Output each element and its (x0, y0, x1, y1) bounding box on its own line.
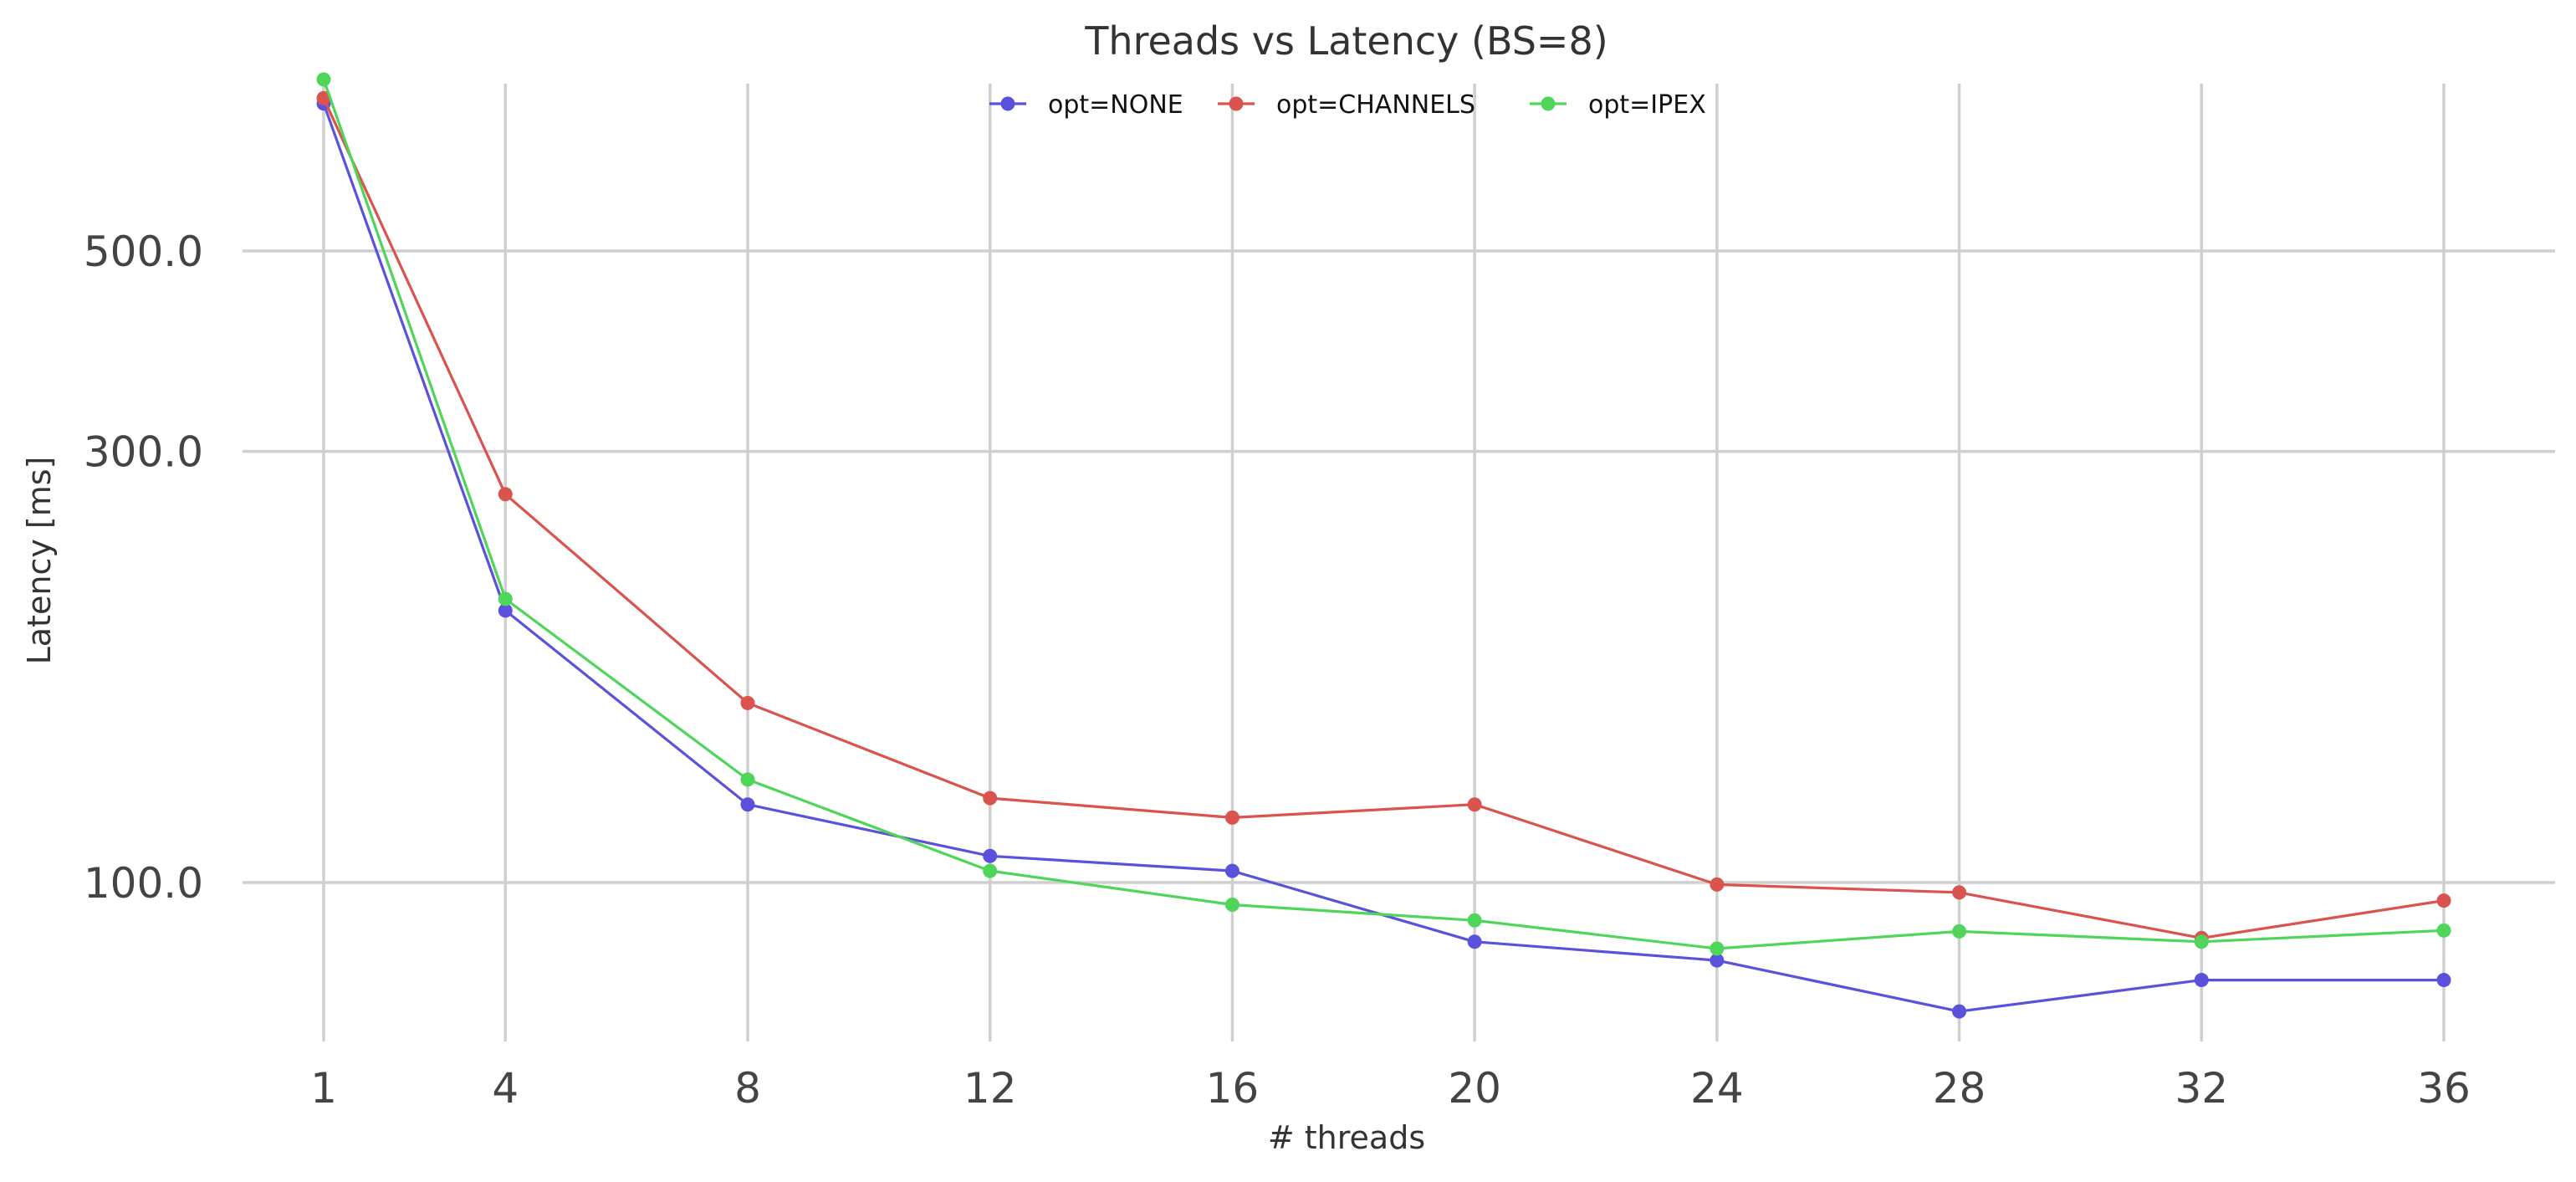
grid-layer (243, 84, 2555, 1041)
data-point (1224, 863, 1239, 878)
series-line (322, 97, 2445, 940)
x-tick-label: 4 (492, 1064, 519, 1113)
data-point (2194, 934, 2209, 949)
legend-label: opt=NONE (1048, 90, 1183, 120)
data-point (2436, 973, 2451, 988)
data-point (498, 591, 513, 606)
data-point (498, 487, 513, 502)
y-tick-label: 500.0 (84, 228, 203, 276)
x-tick-label: 28 (1933, 1064, 1986, 1113)
legend-marker (1541, 96, 1556, 111)
data-point (2436, 923, 2451, 938)
data-point (1952, 1004, 1967, 1019)
data-point (1952, 924, 1967, 939)
data-point (983, 848, 998, 863)
tick-layer: 1 4 8 12 16 20 24 28 32 36 500.0 300.0 100.0 (84, 228, 2471, 1113)
x-tick-label: 12 (963, 1064, 1017, 1113)
series-line (322, 79, 2445, 950)
data-point (1952, 885, 1967, 900)
series-opt-ipex (316, 72, 2451, 956)
y-tick-label: 100.0 (84, 859, 203, 908)
data-point (740, 772, 755, 787)
data-point (740, 695, 755, 710)
x-tick-label: 1 (310, 1064, 337, 1113)
data-point (983, 863, 998, 878)
x-tick-label: 32 (2175, 1064, 2228, 1113)
legend-item: opt=IPEX (1530, 90, 1706, 120)
data-point (498, 603, 513, 618)
x-axis-title: # threads (1268, 1119, 1425, 1156)
data-point (983, 791, 998, 806)
series-opt-channels (316, 90, 2451, 945)
x-tick-label: 36 (2417, 1064, 2471, 1113)
series-line (322, 103, 2444, 1013)
data-point (316, 72, 331, 87)
legend-item: opt=NONE (989, 90, 1183, 120)
legend-marker (1000, 96, 1015, 111)
legend-item: opt=CHANNELS (1218, 90, 1475, 120)
data-point (1710, 953, 1725, 968)
legend-label: opt=CHANNELS (1276, 90, 1475, 120)
x-tick-label: 20 (1448, 1064, 1501, 1113)
chart-title: Threads vs Latency (BS=8) (1084, 18, 1607, 64)
data-point (1224, 810, 1239, 825)
series-opt-none (316, 96, 2451, 1019)
data-point (2436, 893, 2451, 908)
x-tick-label: 8 (734, 1064, 761, 1113)
data-point (2194, 973, 2209, 988)
legend-marker (1229, 96, 1244, 111)
x-tick-label: 16 (1206, 1064, 1260, 1113)
x-tick-label: 24 (1690, 1064, 1744, 1113)
legend-label: opt=IPEX (1588, 90, 1706, 120)
series-layer (316, 72, 2451, 1019)
data-point (1710, 877, 1725, 892)
data-point (740, 797, 755, 812)
data-point (1467, 913, 1482, 928)
y-axis-title: Latency [ms] (21, 457, 58, 665)
data-point (1224, 898, 1239, 913)
data-point (1710, 941, 1725, 956)
y-tick-label: 300.0 (84, 428, 203, 477)
data-point (1467, 797, 1482, 812)
legend: opt=NONE opt=CHANNELS opt=IPEX (989, 90, 1706, 120)
data-point (1467, 934, 1482, 949)
data-point (316, 90, 331, 105)
